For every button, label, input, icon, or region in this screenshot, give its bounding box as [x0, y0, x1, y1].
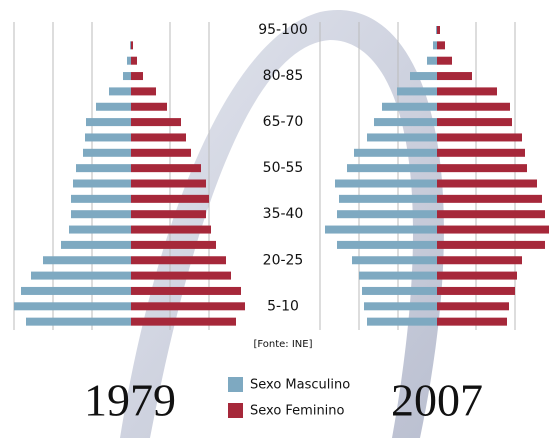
male-bar: [410, 72, 437, 81]
legend-swatch: [228, 403, 243, 418]
female-bar: [131, 210, 206, 219]
age-label: 50-55: [263, 160, 304, 176]
male-bar: [73, 179, 131, 188]
male-bar: [26, 317, 131, 326]
female-bar: [131, 148, 191, 157]
bars: [14, 26, 549, 326]
female-bar: [437, 302, 509, 311]
male-bar: [362, 286, 437, 295]
female-bar: [437, 225, 549, 234]
male-bar: [123, 72, 131, 81]
male-bar: [337, 210, 437, 219]
female-bar: [131, 41, 133, 50]
male-bar: [397, 87, 437, 96]
male-bar: [109, 87, 131, 96]
female-bar: [437, 240, 545, 249]
female-bar: [437, 87, 497, 96]
source: [Fonte: INE]: [253, 339, 312, 350]
age-label: 20-25: [263, 252, 304, 268]
female-bar: [437, 118, 512, 127]
male-bar: [127, 56, 131, 65]
female-bar: [437, 72, 472, 81]
male-bar: [337, 240, 437, 249]
female-bar: [131, 302, 245, 311]
female-bar: [131, 225, 211, 234]
male-bar: [71, 210, 131, 219]
female-bar: [131, 87, 156, 96]
female-bar: [131, 286, 241, 295]
female-bar: [131, 194, 209, 203]
male-bar: [71, 194, 131, 203]
male-bar: [347, 164, 437, 173]
female-bar: [131, 133, 186, 142]
female-bar: [437, 256, 522, 265]
male-bar: [359, 271, 437, 280]
female-bar: [437, 41, 445, 50]
male-bar: [14, 302, 131, 311]
male-bar: [69, 225, 131, 234]
age-label: 95-100: [258, 22, 308, 38]
age-label: 35-40: [263, 206, 304, 222]
male-bar: [354, 148, 437, 157]
panel-title: 2007: [391, 375, 483, 426]
age-label: 80-85: [263, 68, 304, 84]
female-bar: [437, 133, 522, 142]
male-bar: [130, 41, 131, 50]
female-bar: [437, 164, 527, 173]
male-bar: [367, 133, 437, 142]
male-bar: [364, 302, 437, 311]
male-bar: [21, 286, 131, 295]
female-bar: [437, 271, 517, 280]
male-bar: [43, 256, 131, 265]
male-bar: [86, 118, 131, 127]
legend-swatch: [228, 377, 243, 392]
female-bar: [437, 194, 542, 203]
female-bar: [131, 102, 167, 111]
male-bar: [31, 271, 131, 280]
legend-label: Sexo Feminino: [250, 404, 345, 419]
male-bar: [61, 240, 131, 249]
male-bar: [339, 194, 437, 203]
male-bar: [76, 164, 131, 173]
female-bar: [131, 179, 206, 188]
female-bar: [437, 179, 537, 188]
female-bar: [437, 26, 440, 34]
age-label: 65-70: [263, 114, 304, 130]
female-bar: [437, 148, 525, 157]
male-bar: [367, 317, 437, 326]
female-bar: [437, 56, 452, 65]
age-label: 5-10: [267, 298, 299, 314]
female-bar: [437, 286, 515, 295]
female-bar: [131, 256, 226, 265]
male-bar: [374, 118, 437, 127]
male-bar: [96, 102, 131, 111]
male-bar: [427, 56, 437, 65]
background-arc: [120, 10, 444, 438]
female-bar: [131, 240, 216, 249]
female-bar: [437, 102, 510, 111]
female-bar: [131, 317, 236, 326]
male-bar: [83, 148, 131, 157]
male-bar: [85, 133, 131, 142]
female-bar: [437, 317, 507, 326]
female-bar: [131, 164, 201, 173]
female-bar: [131, 118, 181, 127]
male-bar: [325, 225, 437, 234]
male-bar: [335, 179, 437, 188]
male-bar: [436, 26, 437, 34]
female-bar: [131, 271, 231, 280]
female-bar: [131, 56, 137, 65]
female-bar: [437, 210, 545, 219]
male-bar: [433, 41, 437, 50]
legend-label: Sexo Masculino: [250, 378, 350, 393]
male-bar: [352, 256, 437, 265]
panel-title: 1979: [84, 375, 176, 426]
male-bar: [382, 102, 437, 111]
female-bar: [131, 72, 143, 81]
